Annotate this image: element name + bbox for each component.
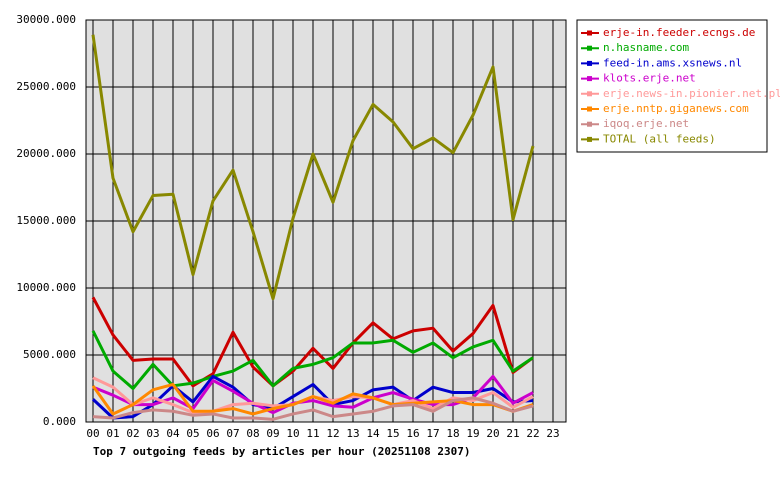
legend-marker — [587, 45, 592, 51]
x-tick-label: 09 — [266, 427, 279, 440]
legend-marker — [587, 76, 592, 82]
series-line — [91, 34, 535, 301]
y-tick-label: 25000.000 — [16, 80, 76, 93]
x-tick-label: 05 — [186, 427, 199, 440]
x-tick-label: 14 — [366, 427, 380, 440]
series-line — [91, 382, 534, 416]
legend-label: klots.erje.net — [603, 72, 696, 85]
x-tick-label: 10 — [286, 427, 299, 440]
x-tick-label: 03 — [146, 427, 159, 440]
x-tick-label: 19 — [466, 427, 479, 440]
x-tick-label: 17 — [426, 427, 439, 440]
x-tick-label: 16 — [406, 427, 419, 440]
x-tick-label: 23 — [546, 427, 559, 440]
legend-label: n.hasname.com — [603, 41, 689, 54]
x-tick-label: 18 — [446, 427, 459, 440]
chart-title: Top 7 outgoing feeds by articles per hou… — [93, 445, 471, 458]
x-tick-label: 08 — [246, 427, 259, 440]
legend-label: erje-in.feeder.ecngs.de — [603, 26, 755, 39]
legend-marker — [587, 121, 592, 127]
y-tick-label: 15000.000 — [16, 214, 76, 227]
x-tick-label: 12 — [326, 427, 339, 440]
series-line — [91, 374, 534, 420]
x-tick-label: 13 — [346, 427, 359, 440]
series-line — [91, 330, 534, 390]
legend-label: erje.news-in.pionier.net.pl — [603, 87, 780, 100]
legend-box — [576, 19, 768, 153]
legend-label: TOTAL (all feeds) — [603, 132, 716, 145]
x-tick-label: 15 — [386, 427, 399, 440]
legend-marker — [587, 91, 592, 97]
legend-marker — [587, 60, 592, 66]
legend-label: iqoq.erje.net — [603, 117, 689, 130]
x-tick-label: 20 — [486, 427, 499, 440]
x-tick-label: 06 — [206, 427, 219, 440]
x-tick-label: 04 — [166, 427, 180, 440]
legend-marker — [587, 30, 592, 36]
y-tick-label: 0.000 — [43, 415, 76, 428]
x-tick-label: 11 — [306, 427, 319, 440]
legend-label: feed-in.ams.xsnews.nl — [603, 56, 742, 69]
y-tick-label: 30000.000 — [16, 13, 76, 26]
x-tick-label: 07 — [226, 427, 239, 440]
series-line — [91, 296, 534, 388]
y-tick-label: 20000.000 — [16, 147, 76, 160]
x-tick-label: 02 — [126, 427, 139, 440]
x-tick-label: 22 — [526, 427, 539, 440]
x-tick-label: 00 — [86, 427, 99, 440]
y-tick-label: 5000.000 — [23, 348, 76, 361]
x-tick-label: 21 — [506, 427, 519, 440]
legend-marker — [587, 106, 592, 112]
y-tick-label: 10000.000 — [16, 281, 76, 294]
legend-marker — [587, 136, 592, 142]
series-line — [92, 396, 534, 421]
x-tick-label: 01 — [106, 427, 119, 440]
legend-label: erje.nntp.giganews.com — [603, 102, 749, 115]
